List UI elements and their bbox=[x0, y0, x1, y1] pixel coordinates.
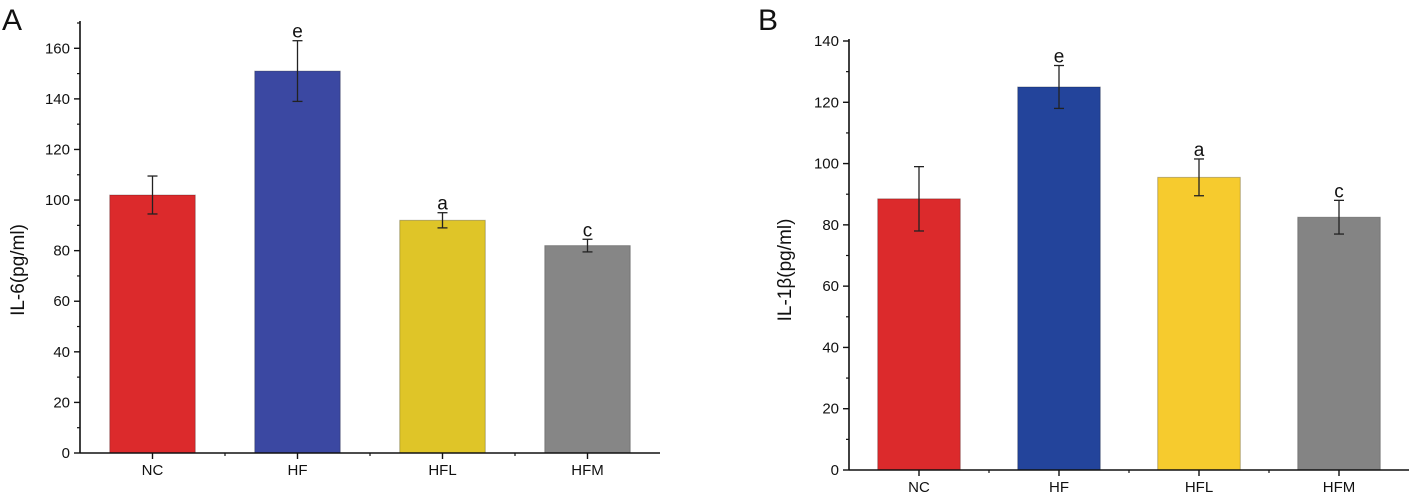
panel-b-y-tick-label: 0 bbox=[831, 462, 839, 479]
panel-b-y-tick-label: 80 bbox=[822, 217, 839, 234]
panel-a-y-tick-label: 0 bbox=[62, 445, 70, 462]
panel-b-y-tick-label: 40 bbox=[822, 339, 839, 356]
panel-a-y-tick-label: 100 bbox=[45, 192, 70, 209]
panel-b-x-tick-label-nc: NC bbox=[908, 479, 930, 496]
panel-a-significance-hfl: a bbox=[437, 194, 448, 215]
panel-b-x-tick-label-hfm: HFM bbox=[1323, 479, 1356, 496]
panel-a-y-tick-label: 160 bbox=[45, 40, 70, 57]
panel-a-bar-hfm bbox=[544, 245, 631, 454]
panel-b-significance-hf: e bbox=[1054, 47, 1065, 68]
panel-b-y-tick-label: 100 bbox=[814, 156, 839, 173]
panel-a: A IL-6(pg/ml) NC e HF a HFL c HFM 0 20 40 60 80 100 1… bbox=[2, 4, 660, 479]
panel-b-y-tick-label: 120 bbox=[814, 94, 839, 111]
panel-b-y-tick-label: 60 bbox=[822, 278, 839, 295]
panel-b-plot-area: NC e HF a HFL c HFM 0 20 40 60 80 100 120 140 bbox=[814, 33, 1409, 496]
panel-b-y-tick-label: 140 bbox=[814, 33, 839, 50]
panel-a-y-tick-label: 20 bbox=[53, 394, 70, 411]
panel-a-y-tick-label: 60 bbox=[53, 293, 70, 310]
panel-a-y-tick-label: 140 bbox=[45, 91, 70, 108]
panel-b-y-tick-label: 20 bbox=[822, 401, 839, 418]
panel-b-bar-hfm bbox=[1297, 216, 1381, 471]
panel-a-letter: A bbox=[2, 4, 22, 37]
panel-a-y-tick-label: 40 bbox=[53, 344, 70, 361]
panel-b-bar-hfl bbox=[1157, 176, 1241, 471]
panel-b-x-tick-label-hfl: HFL bbox=[1185, 479, 1213, 496]
panel-b-bar-hf bbox=[1017, 86, 1101, 471]
panel-a-y-tick-label: 120 bbox=[45, 141, 70, 158]
panel-a-x-tick-label-hfm: HFM bbox=[571, 462, 604, 479]
panel-a-x-tick-label-nc: NC bbox=[142, 462, 164, 479]
panel-a-y-axis-title: IL-6(pg/ml) bbox=[8, 224, 29, 316]
panel-a-x-tick-label-hf: HF bbox=[288, 462, 308, 479]
panel-a-y-tick-label: 80 bbox=[53, 243, 70, 260]
panel-b-bar-nc bbox=[877, 198, 961, 471]
panel-a-plot-area: NC e HF a HFL c HFM 0 20 40 60 80 100 120 140 160 bbox=[45, 21, 660, 479]
panel-a-significance-hfm: c bbox=[583, 220, 593, 241]
panel-b: B IL-1β(pg/ml) NC e HF a HFL c HFM 0 20 40 60 80 100… bbox=[758, 4, 1409, 496]
panel-a-x-tick-label-hfl: HFL bbox=[428, 462, 456, 479]
panel-b-significance-hfl: a bbox=[1194, 140, 1205, 161]
panel-a-bar-hf bbox=[254, 70, 341, 454]
panel-b-significance-hfm: c bbox=[1334, 181, 1344, 202]
panel-a-bar-hfl bbox=[399, 219, 486, 454]
panel-a-significance-hf: e bbox=[292, 22, 303, 43]
panel-b-letter: B bbox=[758, 4, 778, 37]
panel-b-x-tick-label-hf: HF bbox=[1049, 479, 1069, 496]
panel-a-bar-nc bbox=[109, 194, 196, 454]
panel-b-y-axis-title: IL-1β(pg/ml) bbox=[775, 219, 796, 322]
